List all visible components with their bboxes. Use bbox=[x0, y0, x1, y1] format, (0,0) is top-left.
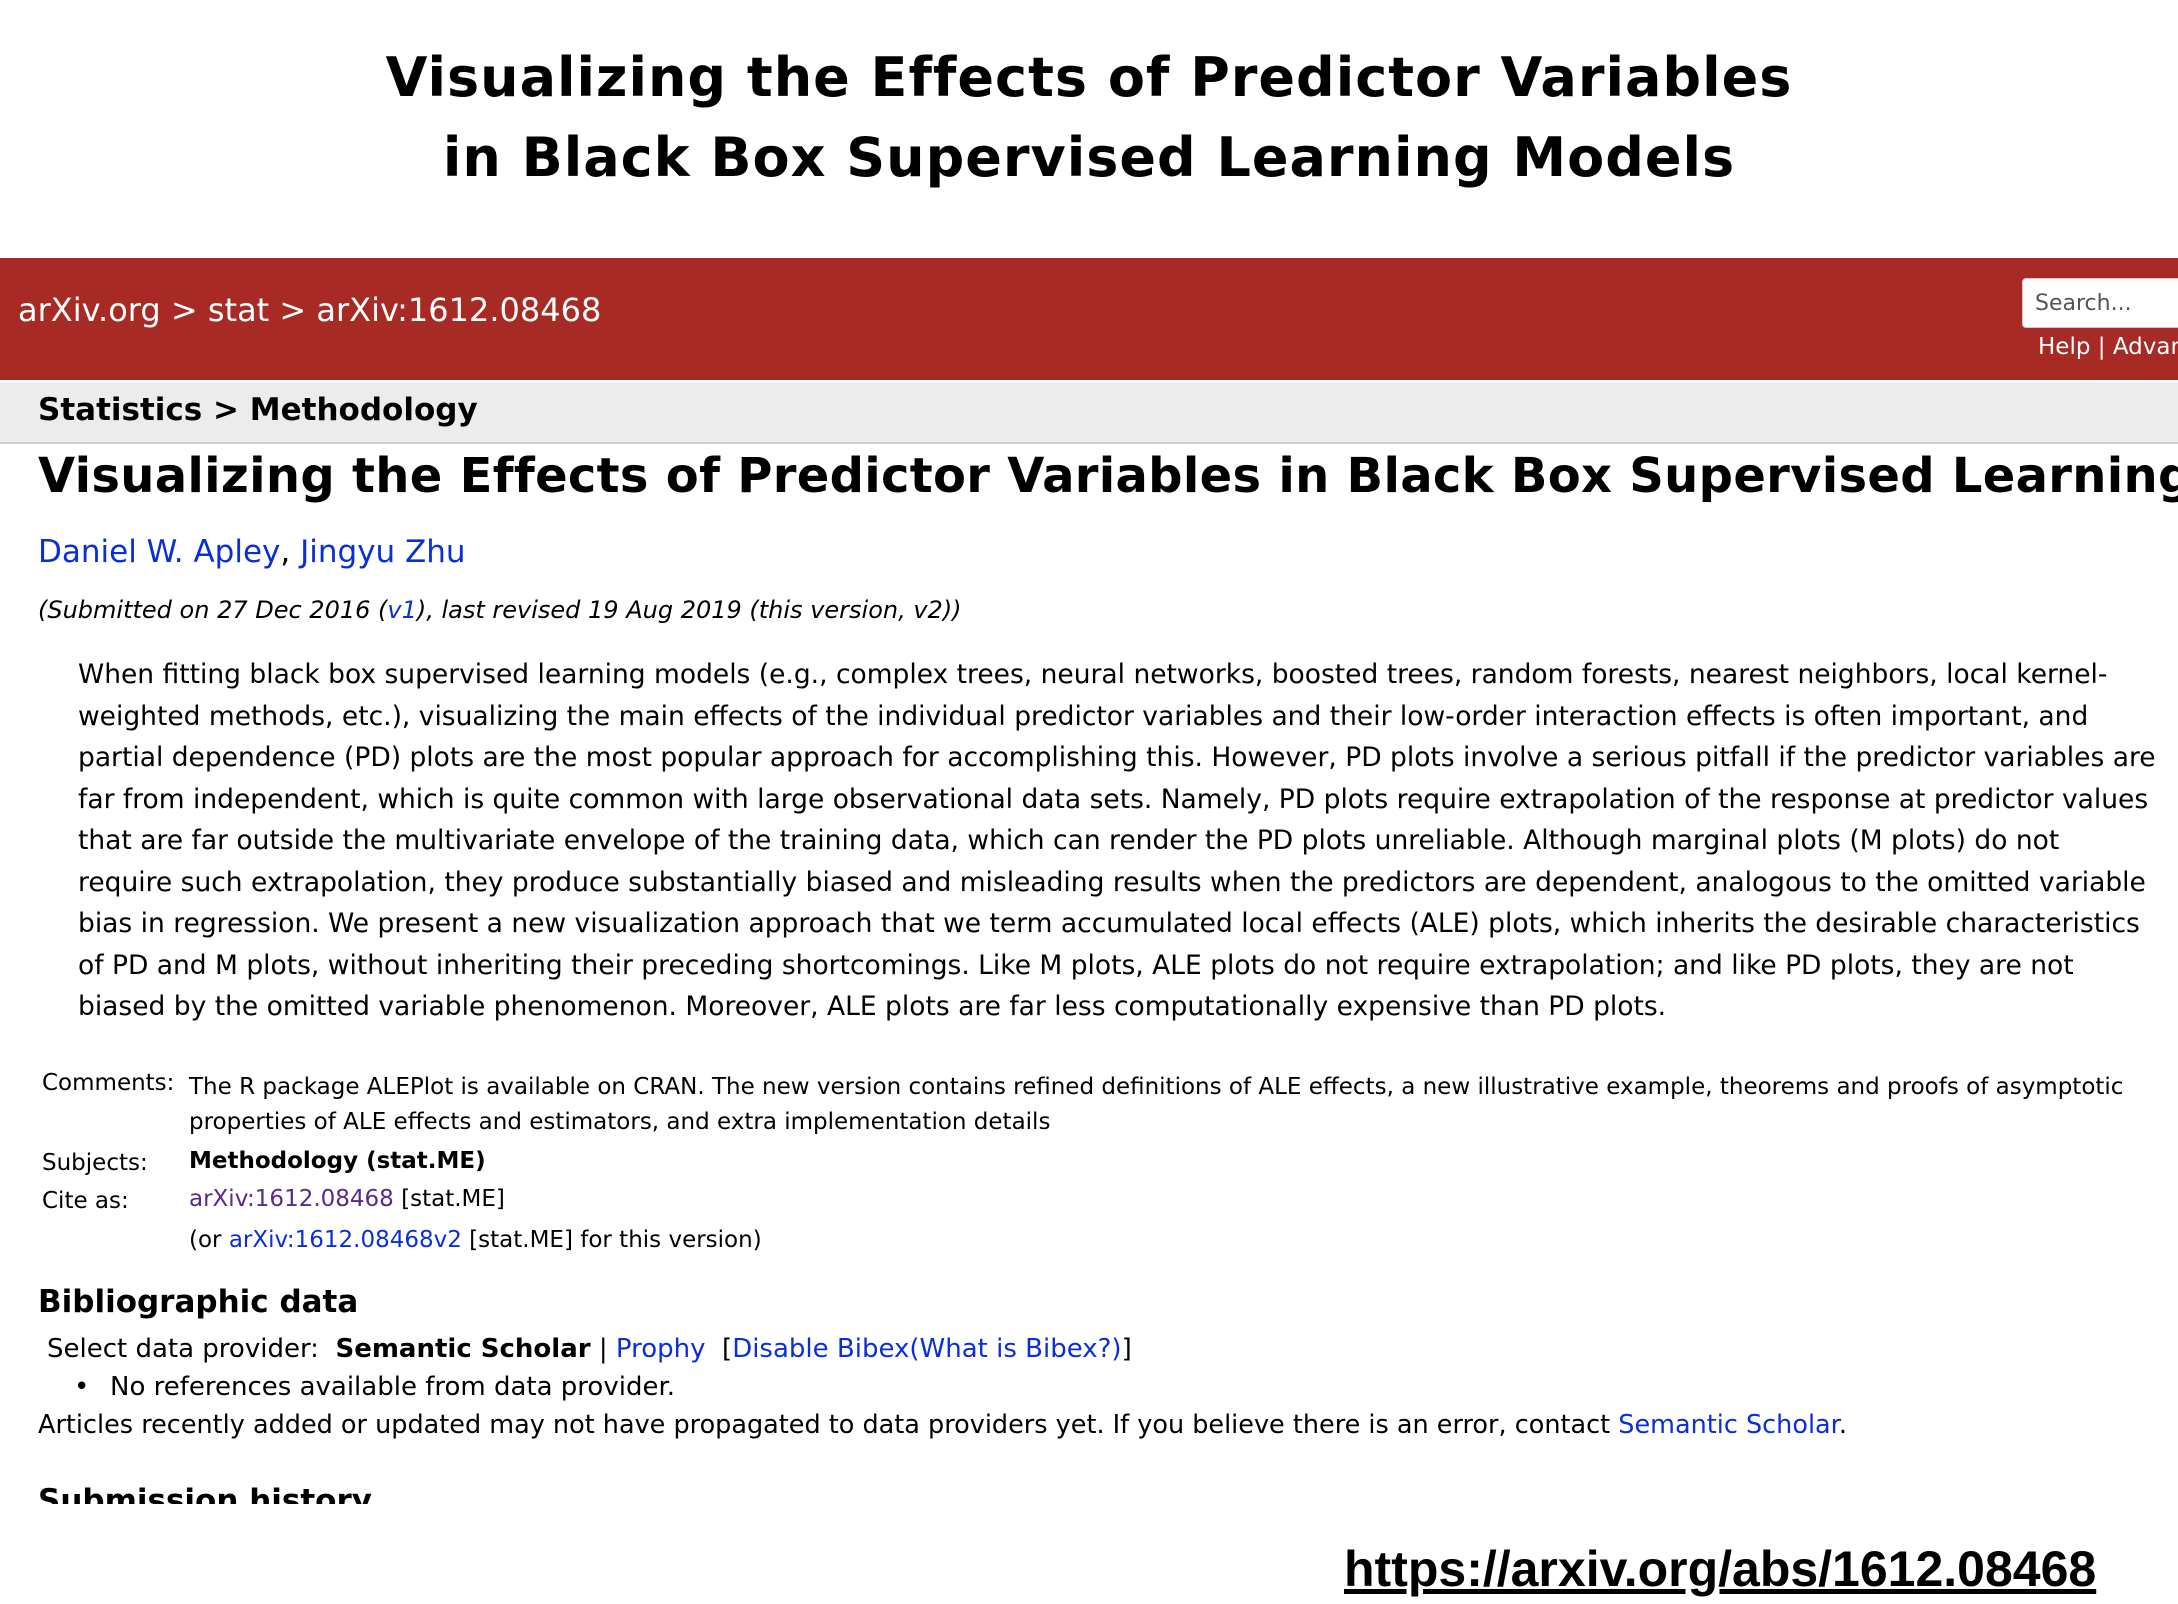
bracket-close: ] bbox=[1121, 1334, 1132, 1364]
slide-title-line-1: Visualizing the Effects of Predictor Var… bbox=[385, 46, 1793, 109]
abstract-line: of PD and M plots, without inheriting th… bbox=[78, 949, 2074, 981]
breadcrumb-separator: > bbox=[160, 291, 208, 329]
subjects-label: Subjects: bbox=[42, 1150, 148, 1176]
author-link-apley[interactable]: Daniel W. Apley bbox=[38, 534, 281, 570]
provider-prophy-link[interactable]: Prophy bbox=[615, 1334, 706, 1364]
cite-category: [stat.ME] bbox=[393, 1186, 505, 1212]
footer-url-link[interactable]: https://arxiv.org/abs/1612.08468 bbox=[1344, 1541, 2097, 1597]
breadcrumb-paper-id: arXiv:1612.08468 bbox=[316, 291, 602, 329]
abstract-line: far from independent, which is quite com… bbox=[78, 783, 2149, 815]
subheader-bar: Statistics > Methodology bbox=[0, 382, 2178, 444]
slide-title-line-2: in Black Box Supervised Learning Models bbox=[442, 126, 1736, 189]
breadcrumb: arXiv.org > stat > arXiv:1612.08468 bbox=[18, 291, 601, 329]
abstract-line: require such extrapolation, they produce… bbox=[78, 866, 2146, 898]
abstract-line: biased by the omitted variable phenomeno… bbox=[78, 991, 1667, 1022]
subject-breadcrumb: Statistics > Methodology bbox=[38, 392, 478, 428]
header-links: Help | Advar bbox=[2038, 334, 2178, 360]
provider-semantic-scholar[interactable]: Semantic Scholar bbox=[335, 1334, 591, 1364]
cite-arxiv-link[interactable]: arXiv:1612.08468 bbox=[189, 1186, 394, 1212]
subjects-value: Methodology (stat.ME) bbox=[189, 1148, 486, 1174]
submission-history-heading: Submission history bbox=[38, 1483, 372, 1504]
what-is-bibex-link[interactable]: (What is Bibex?) bbox=[909, 1334, 1122, 1364]
cite-version-value: (or arXiv:1612.08468v2 [stat.ME] for thi… bbox=[189, 1223, 762, 1258]
abstract-line: When fitting black box supervised learni… bbox=[78, 659, 2108, 690]
breadcrumb-arxiv-link[interactable]: arXiv.org bbox=[18, 291, 161, 329]
breadcrumb-stat-link[interactable]: stat bbox=[207, 291, 270, 329]
abstract-line: bias in regression. We present a new vis… bbox=[78, 908, 2140, 939]
advanced-search-link[interactable]: Advar bbox=[2112, 334, 2178, 360]
comments-line: The R package ALEPlot is available on CR… bbox=[189, 1074, 2124, 1100]
abstract: When fitting black box supervised learni… bbox=[78, 654, 2156, 1028]
slide-title: Visualizing the Effects of Predictor Var… bbox=[0, 38, 2178, 198]
provider-note-text: Articles recently added or updated may n… bbox=[38, 1410, 1619, 1440]
period: . bbox=[1838, 1410, 1847, 1440]
paper-title: Visualizing the Effects of Predictor Var… bbox=[38, 448, 2178, 504]
submitted-text: (Submitted on 27 Dec 2016 ( bbox=[38, 596, 388, 624]
data-provider-selector: Select data provider: Semantic Scholar |… bbox=[47, 1334, 1132, 1364]
provider-note: Articles recently added or updated may n… bbox=[38, 1410, 1847, 1440]
version-v1-link[interactable]: v1 bbox=[387, 596, 417, 624]
comments-value: The R package ALEPlot is available on CR… bbox=[189, 1070, 2123, 1140]
no-references-text: No references available from data provid… bbox=[110, 1372, 676, 1402]
comments-line: properties of ALE effects and estimators… bbox=[189, 1109, 1051, 1135]
cite-version-prefix: (or bbox=[189, 1227, 229, 1253]
cite-as-label: Cite as: bbox=[42, 1188, 129, 1214]
abstract-line: that are far outside the multivariate en… bbox=[78, 825, 2060, 856]
submission-info: (Submitted on 27 Dec 2016 (v1), last rev… bbox=[38, 596, 962, 624]
revised-text: ), last revised 19 Aug 2019 (this versio… bbox=[416, 596, 962, 624]
abstract-line: weighted methods, etc.), visualizing the… bbox=[78, 700, 2089, 732]
cite-version-link[interactable]: arXiv:1612.08468v2 bbox=[228, 1227, 462, 1253]
abstract-line: partial dependence (PD) plots are the mo… bbox=[78, 742, 2156, 773]
list-item: • No references available from data provi… bbox=[74, 1372, 675, 1402]
contact-semantic-scholar-link[interactable]: Semantic Scholar bbox=[1618, 1410, 1839, 1440]
disable-bibex-link[interactable]: Disable Bibex bbox=[732, 1334, 910, 1364]
help-link[interactable]: Help bbox=[2038, 334, 2091, 360]
author-separator: , bbox=[280, 534, 301, 570]
breadcrumb-separator: > bbox=[269, 291, 317, 329]
author-link-zhu[interactable]: Jingyu Zhu bbox=[300, 534, 466, 570]
header-link-separator: | bbox=[2090, 334, 2113, 360]
search-input[interactable] bbox=[2022, 278, 2178, 328]
comments-label: Comments: bbox=[42, 1070, 175, 1096]
bibliographic-data-heading: Bibliographic data bbox=[38, 1284, 359, 1320]
select-provider-label: Select data provider: bbox=[47, 1334, 336, 1364]
arxiv-header-bar: arXiv.org > stat > arXiv:1612.08468 Help… bbox=[0, 258, 2178, 380]
author-list: Daniel W. Apley, Jingyu Zhu bbox=[38, 534, 466, 570]
provider-separator: | bbox=[590, 1334, 616, 1364]
bracket-open: [ bbox=[705, 1334, 733, 1364]
cite-as-value: arXiv:1612.08468 [stat.ME] bbox=[189, 1182, 505, 1217]
bullet-icon: • bbox=[74, 1372, 90, 1402]
cite-version-suffix: [stat.ME] for this version) bbox=[461, 1227, 762, 1253]
